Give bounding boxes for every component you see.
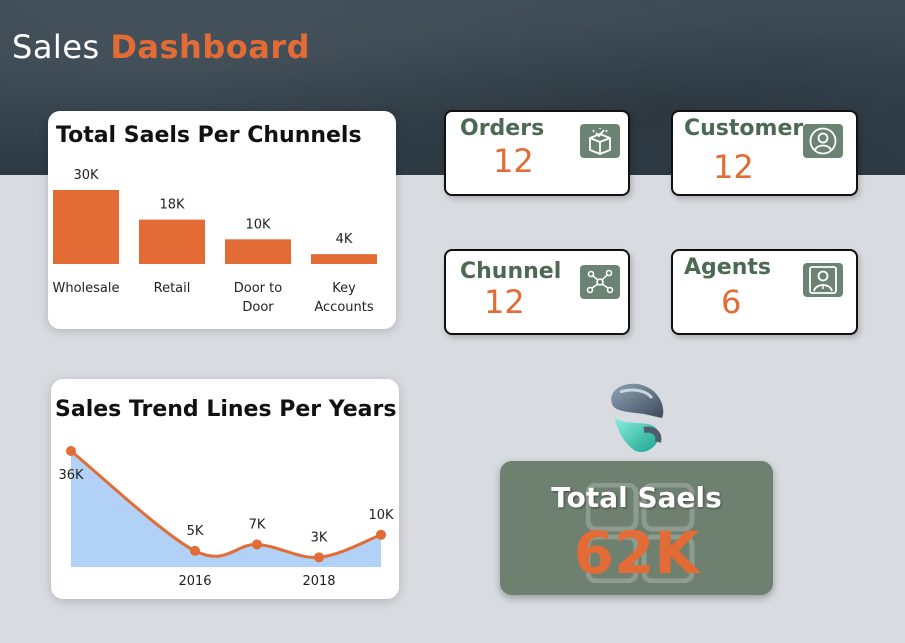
trend-point-2 [190,545,200,556]
channels-chart-title: Total Saels Per Chunnels [56,123,362,148]
bar-data-label-3: 10K [245,217,271,232]
trend-data-label-1: 36K [58,468,84,483]
bar-data-label-1: 30K [73,168,99,183]
trend-point-4 [314,552,324,563]
kpi-orders[interactable]: Orders 12 [444,110,630,196]
bar-2 [139,219,205,264]
agent-icon [803,263,843,297]
brand-logo [611,383,664,452]
bar-data-label-4: 4K [336,232,353,247]
trend-data-label-2: 5K [187,524,204,539]
channels-bar-chart: 30K Wholesale 18K Retail 10K Door to Door 4K Key… [52,168,377,315]
trend-chart-card: Sales Trend Lines Per Years 36K 5K 7K 3K 10K… [51,379,399,599]
kpi-customer-value: 12 [713,148,754,186]
bar-category-label-1: Wholesale [52,281,119,296]
bar-category-label-2: Retail [154,281,191,296]
bar-3 [225,239,291,264]
channels-chart-card: Total Saels Per Chunnels 30K Wholesale 18K… [48,111,396,329]
network-icon [580,265,620,299]
trend-area-fill [71,451,381,567]
bar-data-label-2: 18K [159,198,185,213]
trend-area-chart: 36K 5K 7K 3K 10K 2016 2018 [58,446,394,589]
trend-point-5 [376,529,386,540]
kpi-customer-label: Customer [684,116,804,141]
total-sales-label: Total Saels [551,481,722,514]
bar-category-label-4: Key Accounts [314,281,373,315]
total-sales-value: 62K [573,519,700,587]
trend-data-label-5: 10K [368,508,394,523]
trend-point-3 [252,539,262,550]
kpi-agents-label: Agents [684,255,771,280]
kpi-customer[interactable]: Customer 12 [671,110,858,196]
kpi-chunnel-label: Chunnel [460,259,562,284]
user-circle-icon [803,124,843,158]
bar-1 [53,190,119,264]
trend-data-label-4: 3K [311,530,328,545]
trend-line [70,449,382,559]
bar-category-label-3: Door to Door [234,281,282,315]
grid-watermark-icon [586,483,695,583]
kpi-agents[interactable]: Agents 6 [671,249,858,335]
kpi-agents-value: 6 [721,283,742,321]
total-sales-card: Total Saels 62K [500,461,773,595]
page-title: Sales Dashboard [12,28,310,66]
trend-chart-title: Sales Trend Lines Per Years [55,397,397,422]
kpi-chunnel[interactable]: Chunnel 12 [444,249,630,335]
trend-x-tick-2: 2018 [302,574,335,589]
kpi-orders-label: Orders [460,116,545,141]
kpi-orders-value: 12 [493,142,534,180]
box-icon [580,124,620,158]
title-plain: Sales [12,28,100,66]
trend-x-tick-1: 2016 [178,574,211,589]
title-accent: Dashboard [110,28,310,66]
trend-point-1 [66,446,76,456]
bar-4 [311,254,377,264]
kpi-chunnel-value: 12 [484,283,525,321]
trend-data-label-3: 7K [249,517,266,532]
